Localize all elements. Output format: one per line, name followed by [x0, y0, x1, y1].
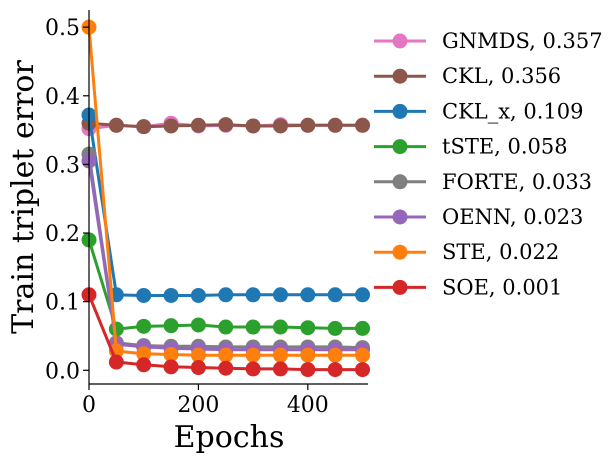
x-tick-label: 0	[82, 393, 96, 418]
series-point	[163, 287, 179, 303]
series-point	[272, 347, 288, 363]
series-point	[136, 346, 152, 362]
legend-entry: tSTE, 0.058	[374, 135, 568, 159]
y-axis-title: Train triplet error	[6, 60, 41, 334]
series-ckl-x	[81, 107, 371, 303]
series-point	[272, 319, 288, 335]
legend-marker	[392, 174, 408, 190]
series-point	[108, 117, 124, 133]
series-ckl	[81, 115, 371, 135]
x-ticks: 0 200 400	[82, 384, 329, 418]
series-point	[218, 360, 234, 376]
legend: GNMDS, 0.357 CKL, 0.356 CKL_x, 0.109 tSTE, …	[374, 29, 603, 299]
series-point	[300, 117, 316, 133]
series-point	[300, 320, 316, 336]
legend-label: FORTE, 0.033	[442, 170, 592, 194]
legend-marker	[392, 139, 408, 155]
series-point	[218, 117, 234, 133]
series-point	[245, 118, 261, 134]
series-point	[327, 117, 343, 133]
series-point	[163, 346, 179, 362]
series-point	[355, 287, 371, 303]
legend-label: CKL, 0.356	[442, 64, 561, 88]
series-point	[327, 287, 343, 303]
series-ste	[81, 19, 371, 363]
series-point	[327, 320, 343, 336]
y-ticks: 0.0 0.1 0.2 0.3 0.4 0.5	[45, 16, 89, 384]
legend-entry: OENN, 0.023	[374, 205, 583, 229]
series-point	[163, 359, 179, 375]
series-point	[245, 361, 261, 377]
legend-entry: FORTE, 0.033	[374, 170, 592, 194]
series-point	[300, 287, 316, 303]
series-point	[136, 119, 152, 135]
series-point	[272, 118, 288, 134]
legend-marker	[392, 68, 408, 84]
series-point	[355, 320, 371, 336]
series-line	[87, 153, 363, 350]
legend-label: OENN, 0.023	[442, 205, 583, 229]
series-point	[163, 118, 179, 134]
legend-marker	[392, 279, 408, 295]
series-point	[327, 347, 343, 363]
legend-label: GNMDS, 0.357	[442, 29, 603, 53]
plot-lines	[81, 19, 371, 378]
series-point	[163, 318, 179, 334]
y-tick-label: 0.2	[45, 222, 80, 247]
series-point	[136, 318, 152, 334]
y-tick-label: 0.1	[45, 291, 80, 316]
series-tste	[81, 232, 371, 337]
legend-label: tSTE, 0.058	[442, 135, 568, 159]
legend-entry: CKL_x, 0.109	[374, 99, 584, 123]
legend-marker	[392, 103, 408, 119]
series-point	[218, 287, 234, 303]
legend-marker	[392, 209, 408, 225]
series-point	[355, 347, 371, 363]
legend-entry: CKL, 0.356	[374, 64, 561, 88]
series-point	[272, 361, 288, 377]
x-axis-title: Epochs	[174, 420, 285, 455]
series-line	[87, 114, 363, 297]
series-line	[87, 239, 363, 331]
series-point	[355, 117, 371, 133]
series-point	[245, 319, 261, 335]
legend-entry: SOE, 0.001	[374, 275, 562, 299]
legend-label: STE, 0.022	[442, 240, 559, 264]
y-tick-label: 0.0	[45, 359, 80, 384]
legend-label: CKL_x, 0.109	[442, 99, 584, 123]
series-point	[218, 347, 234, 363]
y-tick-label: 0.4	[45, 85, 80, 110]
series-point	[136, 357, 152, 373]
series-point	[190, 317, 206, 333]
x-tick-label: 200	[177, 393, 219, 418]
series-point	[327, 362, 343, 378]
legend-entry: GNMDS, 0.357	[374, 29, 603, 53]
legend-entry: STE, 0.022	[374, 240, 559, 264]
series-line	[87, 27, 363, 357]
series-point	[108, 354, 124, 370]
series-point	[190, 287, 206, 303]
x-tick-label: 400	[287, 393, 329, 418]
series-point	[245, 347, 261, 363]
series-point	[272, 287, 288, 303]
series-point	[190, 360, 206, 376]
legend-marker	[392, 244, 408, 260]
legend-marker	[392, 33, 408, 49]
series-point	[190, 117, 206, 133]
series-point	[190, 347, 206, 363]
y-tick-label: 0.5	[45, 16, 80, 41]
legend-label: SOE, 0.001	[442, 275, 562, 299]
series-point	[300, 347, 316, 363]
series-point	[218, 319, 234, 335]
series-point	[300, 362, 316, 378]
y-tick-label: 0.3	[45, 153, 80, 178]
series-point	[355, 362, 371, 378]
series-point	[245, 287, 261, 303]
series-point	[136, 287, 152, 303]
